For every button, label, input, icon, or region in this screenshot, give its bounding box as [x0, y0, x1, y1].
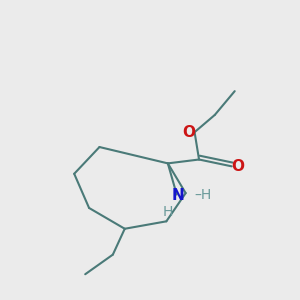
- Text: O: O: [182, 125, 195, 140]
- Text: O: O: [231, 159, 244, 174]
- Text: N: N: [172, 188, 184, 203]
- Text: –H: –H: [195, 188, 212, 202]
- Text: H: H: [163, 206, 173, 219]
